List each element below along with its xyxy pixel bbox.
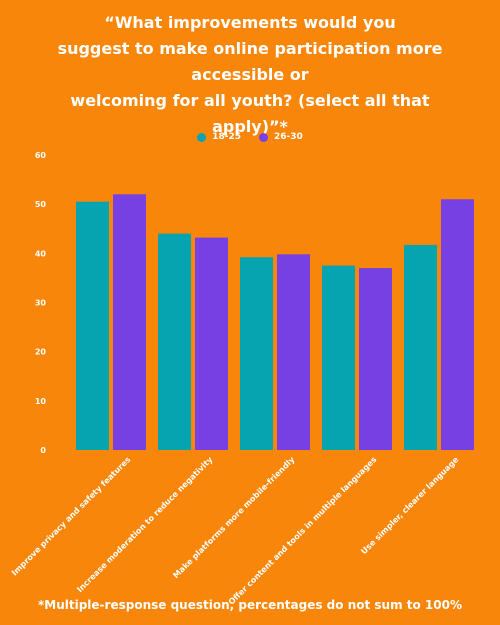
bar-26-30 (195, 237, 228, 450)
legend-item-26-30: 26-30 (259, 132, 303, 142)
y-tick-label: 0 (40, 446, 46, 455)
y-tick-label: 20 (35, 348, 47, 357)
legend-label: 18-25 (212, 132, 241, 142)
y-tick-label: 30 (35, 299, 47, 308)
chart-title: “What improvements would you suggest to … (20, 10, 480, 140)
title-line: “What improvements would you (104, 13, 396, 32)
footnote: *Multiple-response question, percentages… (37, 598, 462, 612)
title-line: welcoming for all youth? (select all tha… (70, 91, 430, 110)
y-tick-label: 50 (35, 200, 47, 209)
y-tick-label: 60 (35, 151, 47, 160)
x-category-label: Use simpler, clearer language (359, 455, 461, 557)
bar-18-25 (240, 257, 273, 450)
bar-26-30 (359, 268, 392, 450)
bar-18-25 (404, 244, 437, 450)
y-tick-label: 10 (35, 397, 47, 406)
bar-18-25 (158, 233, 191, 450)
bar-26-30 (277, 254, 310, 450)
legend-swatch-26-30 (259, 132, 268, 142)
x-category-label: Offer content and tools in multiple lang… (227, 455, 379, 607)
bar-18-25 (322, 265, 355, 450)
bar-26-30 (113, 194, 146, 450)
legend-label: 26-30 (274, 132, 303, 142)
bar-26-30 (441, 199, 474, 450)
title-line: apply)”* (212, 117, 288, 136)
legend-swatch-18-25 (197, 132, 207, 142)
bar-18-25 (76, 201, 109, 450)
title-line: suggest to make online participation mor… (57, 39, 443, 84)
chart-legend: 18-25 26-30 (0, 132, 500, 142)
x-category-label: Increase moderation to reduce negativity (75, 454, 215, 594)
legend-item-18-25: 18-25 (197, 132, 241, 142)
y-tick-label: 40 (35, 249, 47, 258)
